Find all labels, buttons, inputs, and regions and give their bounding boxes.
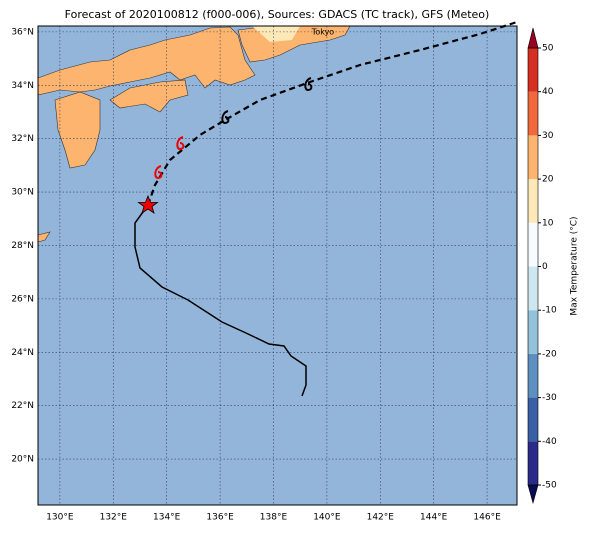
colorbar-band (528, 353, 538, 398)
colorbar-tick-label: 30 (542, 131, 554, 141)
colorbar-band (528, 179, 538, 223)
colorbar-tick-label: -30 (542, 393, 557, 403)
x-tick-label: 142°E (367, 513, 395, 523)
city-label: Tokyo (311, 28, 335, 37)
x-tick-label: 140°E (313, 513, 341, 523)
colorbar-band (528, 48, 538, 92)
title: Forecast of 2020100812 (f000-006), Sourc… (65, 8, 490, 21)
colorbar-under (527, 484, 539, 505)
x-tick-label: 130°E (46, 513, 74, 523)
colorbar-tick-label: 10 (542, 218, 554, 228)
forecast-track (146, 20, 518, 206)
y-tick-label: 30°N (11, 188, 34, 198)
x-tick-label: 136°E (206, 513, 234, 523)
colorbar-band (528, 91, 538, 136)
map-frame (37, 25, 518, 506)
x-tick-label: 132°E (100, 513, 128, 523)
colorbar-tick-label: 40 (542, 87, 554, 97)
colorbar-tick-label: -10 (542, 306, 557, 316)
colorbar-tick-label: 0 (542, 262, 548, 272)
warm-patch (252, 26, 300, 42)
colorbar-band (528, 397, 538, 442)
colorbar-band (528, 135, 538, 180)
y-tick-label: 22°N (11, 401, 34, 411)
colorbar-band (528, 441, 538, 485)
past-track (134, 204, 307, 397)
x-tick-label: 138°E (260, 513, 288, 523)
map-area: Tokyo (37, 20, 518, 506)
y-tick-label: 24°N (11, 348, 34, 358)
y-tick-label: 32°N (11, 134, 34, 144)
colorbar-tick-label: -40 (542, 437, 557, 447)
colorbar-tick-label: -20 (542, 349, 557, 359)
storm-symbols (154, 77, 313, 180)
colorbar-band (528, 266, 538, 311)
y-tick-label: 28°N (11, 241, 34, 251)
y-tick-label: 34°N (11, 81, 34, 91)
y-tick-label: 20°N (11, 455, 34, 465)
x-tick-label: 146°E (473, 513, 501, 523)
y-tick-label: 36°N (11, 27, 34, 37)
colorbar-band (528, 222, 538, 267)
ocean (38, 26, 517, 505)
y-tick-label: 26°N (11, 294, 34, 304)
land (37, 25, 351, 243)
colorbar-tick-label: 50 (542, 44, 554, 54)
x-tick-label: 134°E (153, 513, 181, 523)
colorbar-over (527, 27, 539, 49)
colorbar-tick-label: 20 (542, 175, 554, 185)
current-position (137, 194, 159, 214)
colorbar-tick-label: -50 (542, 481, 557, 491)
x-tick-label: 144°E (420, 513, 448, 523)
colorbar-band (528, 310, 538, 354)
colorbar-label: Max Temperature (°C) (570, 216, 580, 315)
